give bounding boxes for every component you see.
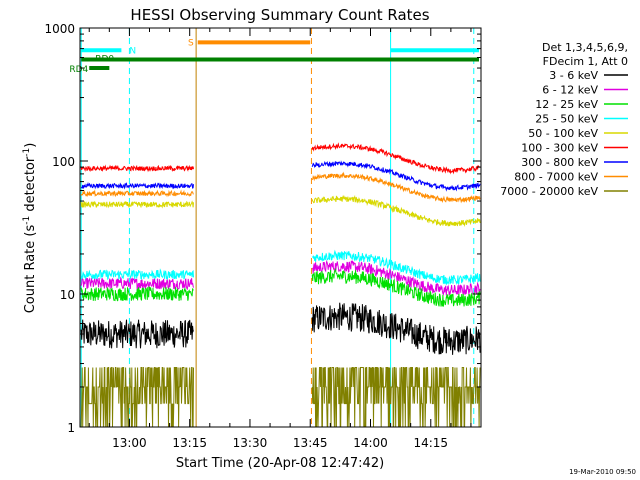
- y-axis-label: Count Rate (s-1 detector-1): [22, 143, 38, 314]
- y-tick-label: 1000: [44, 22, 75, 36]
- y-tick-label: 1: [67, 421, 75, 435]
- legend-label: 7000 - 20000 keV: [500, 185, 598, 198]
- series-line-8: [311, 367, 481, 428]
- series-line-1: [80, 275, 194, 291]
- series-line-2: [80, 286, 194, 302]
- legend-header-line: FDecim 1, Att 0: [543, 55, 628, 68]
- legend-label: 12 - 25 keV: [535, 98, 598, 111]
- y-axis-label-part: Count Rate (s: [23, 225, 38, 314]
- series-line-7: [311, 171, 481, 204]
- flag-label: RD4: [69, 65, 88, 75]
- footer-date: 19-Mar-2010 09:50: [569, 468, 636, 476]
- y-axis-label-sup: -1: [22, 216, 32, 225]
- series-line-1: [311, 259, 481, 296]
- legend-label: 800 - 7000 keV: [514, 171, 598, 184]
- series-line-4: [311, 194, 481, 228]
- plot-frame: [79, 27, 482, 428]
- legend-label: 50 - 100 keV: [528, 127, 598, 140]
- y-tick-label: 100: [52, 155, 75, 169]
- flag-label: S: [188, 38, 194, 48]
- x-tick-label: 14:15: [413, 436, 448, 450]
- series-line-6: [80, 181, 194, 190]
- series-line-5: [80, 164, 194, 173]
- x-tick-label: 13:15: [172, 436, 207, 450]
- x-tick-label: 14:00: [353, 436, 388, 450]
- legend-label: 6 - 12 keV: [542, 84, 598, 97]
- y-axis-label-sup: -1: [22, 148, 32, 157]
- flag-label: N: [129, 46, 136, 56]
- series-line-0: [311, 302, 481, 355]
- legend-label: 300 - 800 keV: [521, 156, 598, 169]
- y-axis-label-part: detector: [23, 156, 38, 216]
- x-axis: 13:00 13:15 13:30 13:45 14:00 14:15: [88, 28, 472, 450]
- legend: Det 1,3,4,5,6,9, FDecim 1, Att 0 3 - 6 k…: [500, 41, 628, 198]
- series-line-3: [312, 249, 481, 286]
- chart-title: HESSI Observing Summary Count Rates: [130, 6, 429, 24]
- series-line-4: [80, 200, 194, 209]
- legend-label: 3 - 6 keV: [549, 69, 598, 82]
- series-line-3: [80, 268, 194, 281]
- x-tick-label: 13:00: [112, 436, 147, 450]
- x-tick-label: 13:30: [233, 436, 268, 450]
- legend-header-line: Det 1,3,4,5,6,9,: [542, 41, 628, 54]
- flag-label: RD0: [95, 54, 114, 64]
- legend-label: 25 - 50 keV: [535, 113, 598, 126]
- series-line-5: [311, 142, 481, 175]
- series-line-6: [311, 160, 481, 192]
- y-axis: 1 10 100 1000: [44, 22, 481, 435]
- vline-layer: [80, 28, 475, 427]
- series-line-8: [80, 367, 194, 428]
- series-line-0: [80, 319, 194, 349]
- series-line-2: [311, 267, 481, 307]
- x-tick-label: 13:45: [293, 436, 328, 450]
- series-line-7: [80, 189, 194, 198]
- series-layer: [80, 142, 481, 428]
- y-axis-label-part: ): [23, 143, 38, 148]
- x-axis-label: Start Time (20-Apr-08 12:47:42): [176, 456, 384, 471]
- legend-label: 100 - 300 keV: [521, 142, 598, 155]
- y-tick-label: 10: [60, 288, 75, 302]
- flag-layer: N S RD0 RD4: [69, 38, 479, 75]
